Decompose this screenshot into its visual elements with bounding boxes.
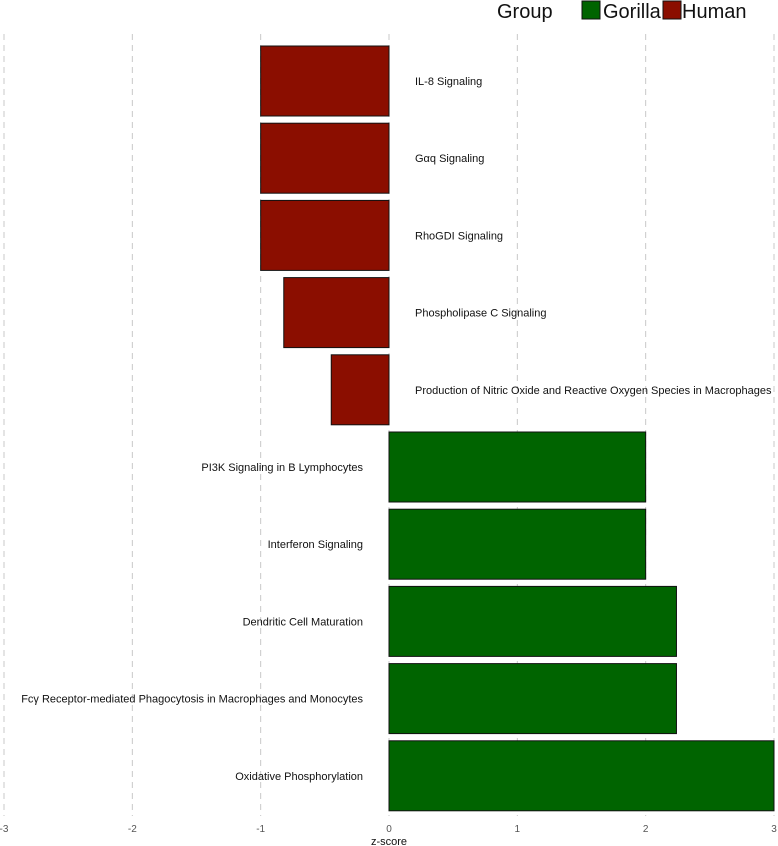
- bar-gorilla: [388, 585, 677, 657]
- category-label: Fcγ Receptor-mediated Phagocytosis in Ma…: [21, 694, 363, 706]
- category-label: Oxidative Phosphorylation: [235, 771, 363, 783]
- bar-human: [330, 354, 390, 426]
- x-tick-label: 2: [643, 824, 649, 835]
- legend-swatch-human: [662, 0, 682, 20]
- category-label: PI3K Signaling in B Lymphocytes: [201, 462, 363, 474]
- bar-gorilla: [388, 740, 775, 812]
- x-tick-label: 3: [771, 824, 777, 835]
- category-label: Phospholipase C Signaling: [415, 308, 546, 320]
- bar-human: [260, 122, 390, 194]
- bar-gorilla: [388, 663, 677, 735]
- category-label: Gαq Signaling: [415, 153, 484, 165]
- category-label: IL-8 Signaling: [415, 76, 482, 88]
- category-label: Production of Nitric Oxide and Reactive …: [415, 385, 772, 397]
- legend-swatch-gorilla: [581, 0, 601, 20]
- x-tick-label: -3: [0, 824, 9, 835]
- legend-label-gorilla: Gorilla: [603, 1, 662, 23]
- category-label: RhoGDI Signaling: [415, 230, 503, 242]
- category-label: Interferon Signaling: [268, 539, 363, 551]
- legend-title: Group: [497, 1, 553, 23]
- bar-human: [283, 277, 390, 349]
- x-tick-label: 1: [515, 824, 521, 835]
- bar-human: [260, 45, 390, 117]
- x-tick-labels: -3 -2 -1 0 1 2 3: [0, 824, 777, 835]
- x-axis-title: z-score: [371, 836, 407, 846]
- category-labels: IL-8 Signaling Gαq Signaling RhoGDI Signal…: [21, 76, 772, 783]
- category-label: Dendritic Cell Maturation: [243, 616, 363, 628]
- x-tick-label: -1: [256, 824, 265, 835]
- bars: [260, 45, 775, 812]
- x-tick-label: -2: [128, 824, 137, 835]
- x-tick-label: 0: [386, 824, 392, 835]
- bar-gorilla: [388, 508, 647, 580]
- bar-gorilla: [388, 431, 647, 503]
- legend: Group Gorilla Human: [497, 0, 746, 23]
- legend-label-human: Human: [682, 1, 746, 23]
- bar-human: [260, 199, 390, 271]
